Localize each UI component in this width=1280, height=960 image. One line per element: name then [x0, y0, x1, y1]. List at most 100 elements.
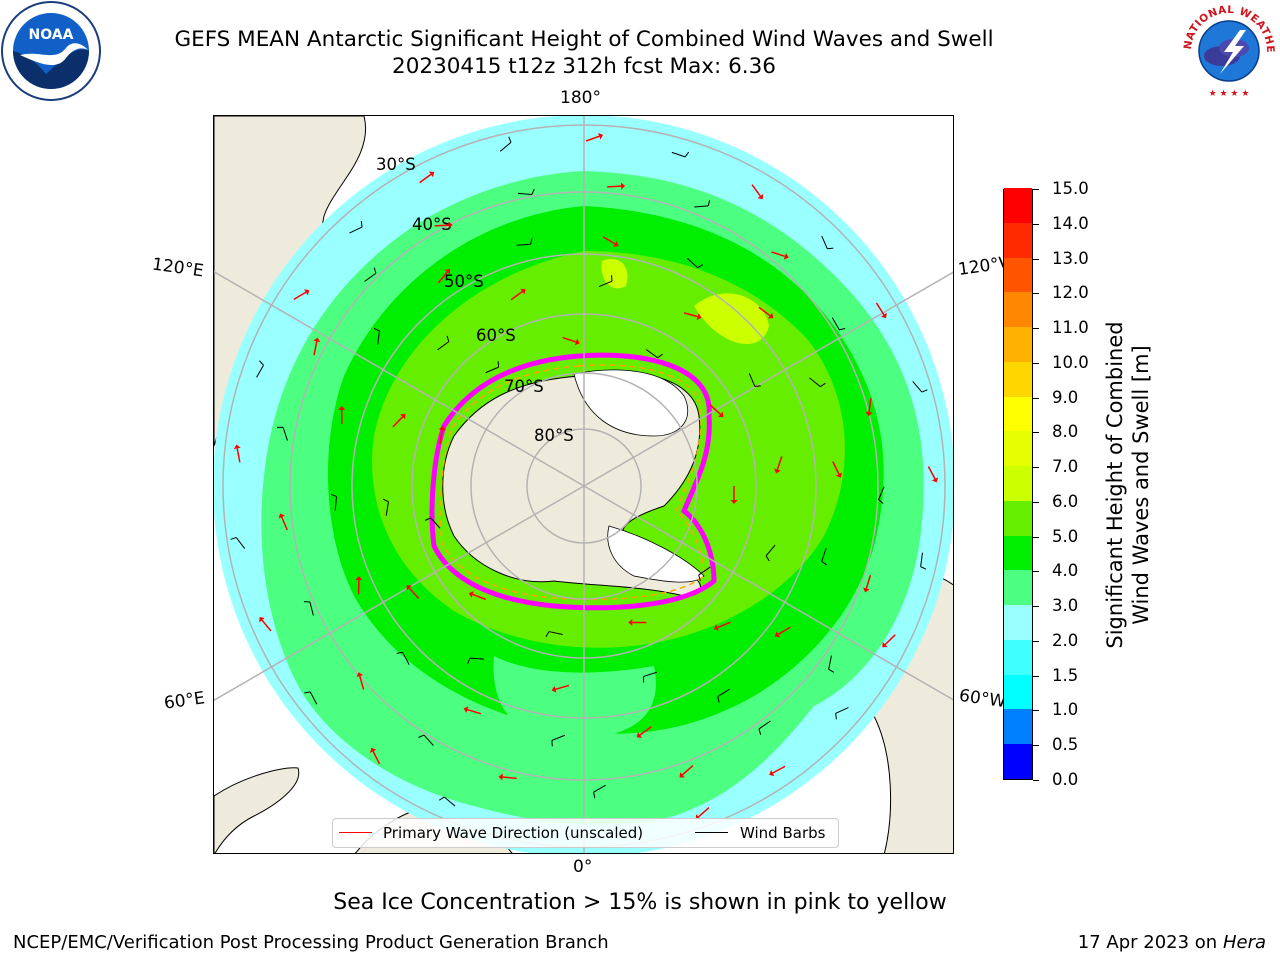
- wave-direction-arrowhead: [406, 585, 412, 591]
- colorbar-title-line1: Significant Height of Combined: [1103, 321, 1127, 649]
- colorbar-tick: [1033, 536, 1039, 538]
- svg-text:★ ★ ★ ★: ★ ★ ★ ★: [1209, 89, 1250, 99]
- wind-barb: [671, 151, 686, 158]
- wave-direction-arrow: [392, 416, 404, 428]
- colorbar-tick-label: 1.5: [1052, 665, 1079, 685]
- wind-barb: [548, 631, 563, 635]
- wave-direction-arrow: [236, 448, 241, 463]
- wind-barb: [748, 373, 756, 387]
- wind-barb-flag: [467, 657, 471, 664]
- wind-barb-flag: [920, 566, 927, 570]
- legend-barb-label: Wind Barbs: [740, 824, 826, 842]
- wind-barb-flag: [438, 796, 445, 801]
- colorbar-segment: [1004, 500, 1032, 536]
- wave-direction-arrowhead: [774, 468, 781, 474]
- wind-barb: [499, 141, 512, 152]
- colorbar-tick: [1033, 640, 1039, 642]
- wave-direction-arrow: [875, 302, 885, 316]
- wind-barb: [430, 517, 441, 529]
- wave-direction-arrow: [408, 587, 420, 600]
- africa-land: [214, 767, 300, 853]
- wind-barb: [831, 317, 840, 330]
- wave-direction-arrowhead: [713, 624, 719, 631]
- lon-label-60e: 60°E: [162, 688, 207, 714]
- wind-barb: [912, 381, 923, 393]
- wave-max-patch-2: [601, 258, 628, 289]
- wind-barb-flag: [373, 327, 380, 332]
- wave-direction-arrowhead: [730, 500, 738, 504]
- wind-barb-flag: [373, 267, 377, 274]
- wave-direction-arrow: [607, 185, 622, 188]
- colorbar-tick: [1033, 362, 1039, 364]
- wave-direction-arrowhead: [757, 193, 764, 200]
- chart-subtitle: 20230415 t12z 312h fcst Max: 6.36: [392, 54, 776, 79]
- wind-barb: [809, 377, 821, 387]
- wind-barb: [821, 547, 827, 562]
- footer-branch: NCEP/EMC/Verification Post Processing Pr…: [13, 932, 609, 953]
- wind-barb-flag: [497, 361, 500, 368]
- wind-barb-flag: [259, 360, 264, 366]
- lat-label-50s: 50°S: [444, 272, 484, 291]
- wind-barb-flag: [508, 136, 512, 143]
- wave-direction-arrowhead: [865, 411, 873, 417]
- colorbar-tick: [1033, 432, 1039, 434]
- wave-direction-arrowhead: [356, 672, 364, 678]
- wave-direction-arrowhead: [444, 268, 451, 275]
- lat-label-60s: 60°S: [476, 326, 516, 345]
- wave-direction-arrowhead: [769, 769, 775, 777]
- colorbar-segment: [1004, 430, 1032, 467]
- wave-direction-arrowhead: [551, 685, 557, 693]
- wind-barb: [485, 366, 499, 374]
- colorbar-tick-label: 11.0: [1052, 318, 1089, 338]
- colorbar-tick: [1033, 675, 1039, 677]
- wave-direction-arrow: [884, 634, 896, 646]
- colorbar-tick: [1033, 571, 1039, 573]
- wave-direction-arrow: [602, 236, 616, 245]
- map-canvas: 30°S 40°S 50°S 60°S 70°S 80°S: [214, 116, 953, 853]
- wind-barb-flag: [684, 151, 690, 158]
- colorbar-segment: [1004, 187, 1032, 223]
- wind-barb: [517, 192, 532, 196]
- colorbar-title-line2: Wind Waves and Swell [m]: [1129, 345, 1153, 625]
- wave-direction-arrow: [865, 574, 872, 589]
- wave-direction-arrowhead: [468, 591, 474, 598]
- wave-direction-arrowhead: [613, 240, 619, 247]
- wind-barb: [235, 537, 246, 549]
- wind-barb: [878, 486, 885, 500]
- wind-barb-flag: [921, 389, 928, 393]
- wave-direction-arrowhead: [259, 617, 265, 623]
- wind-barb: [821, 235, 828, 249]
- wind-barb: [423, 734, 434, 746]
- wind-barb: [646, 349, 658, 359]
- ice-shelf: [573, 369, 689, 437]
- wave-direction-arrow: [261, 619, 272, 632]
- wave-direction-arrowhead: [882, 642, 888, 648]
- wave-direction-arrow: [472, 593, 487, 601]
- wave-direction-arrowhead: [696, 313, 702, 321]
- colorbar-title: Significant Height of Combined Wind Wave…: [1102, 285, 1154, 685]
- wave-patch-south: [493, 656, 656, 741]
- legend-primary-label: Primary Wave Direction (unscaled): [383, 824, 644, 842]
- wave-direction-arrow: [832, 461, 840, 475]
- colorbar-tick: [1033, 397, 1039, 399]
- wind-barb-flag: [360, 221, 363, 228]
- wave-direction-arrowhead: [636, 732, 643, 738]
- lon-label-180: 180°: [560, 88, 601, 108]
- wind-barb-flag: [758, 728, 762, 735]
- wind-barb: [377, 330, 380, 345]
- colorbar-tick-label: 6.0: [1052, 491, 1079, 511]
- map-legend: Primary Wave Direction (unscaled) Wind B…: [332, 818, 839, 848]
- wind-barb-flag: [827, 247, 834, 250]
- wave-direction-arrowhead: [931, 477, 939, 483]
- colorbar-segment: [1004, 535, 1032, 571]
- wave-direction-arrow: [681, 764, 694, 776]
- lon-label-0: 0°: [573, 857, 593, 877]
- colorbar-tick-label: 15.0: [1052, 179, 1089, 198]
- ice-shelf-2: [607, 525, 705, 583]
- colorbar-segment: [1004, 257, 1032, 293]
- map-panel[interactable]: 30°S 40°S 50°S 60°S 70°S 80°S Primary Wa…: [213, 115, 954, 854]
- wind-barb-flag: [765, 555, 770, 562]
- lon-label-120e: 120°E: [150, 254, 205, 282]
- wave-direction-arrowhead: [718, 411, 724, 418]
- noaa-logo-icon: NOAA: [1, 1, 101, 101]
